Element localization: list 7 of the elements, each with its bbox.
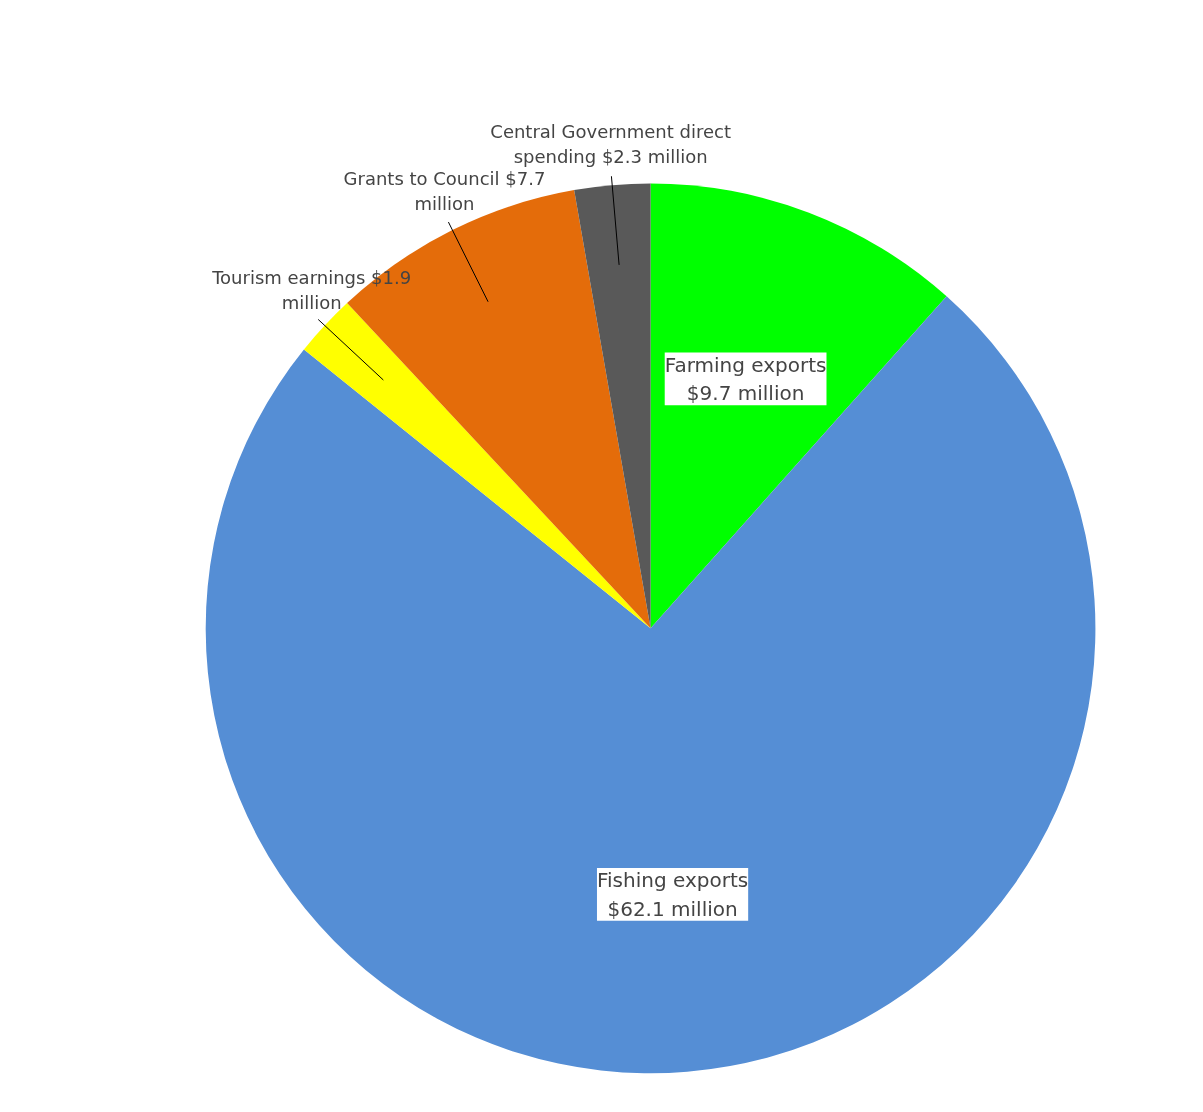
slice-label: Tourism earnings $1.9 million	[211, 267, 412, 314]
slice-label: Grants to Council $7.7 million	[343, 167, 546, 215]
slice-label: Farming exports	[664, 352, 827, 377]
slice-label: Central Government direct spending $2.3 million	[490, 121, 732, 168]
slice-label: Fishing exports	[596, 867, 749, 892]
data-label: $9.7 million	[686, 381, 805, 406]
data-label: $62.1 million	[607, 896, 738, 921]
